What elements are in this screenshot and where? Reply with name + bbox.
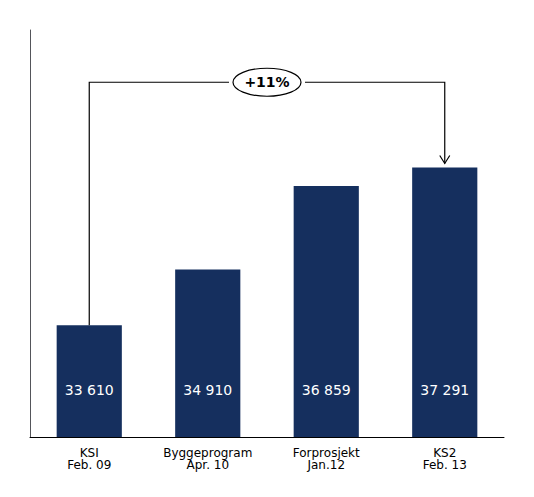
svg-text:Feb. 13: Feb. 13 <box>423 458 467 472</box>
svg-text:Forprosjekt: Forprosjekt <box>292 446 360 460</box>
svg-text:34 910: 34 910 <box>183 382 232 398</box>
svg-text:Jan.12: Jan.12 <box>306 458 345 472</box>
svg-text:36 859: 36 859 <box>302 382 351 398</box>
svg-text:37 291: 37 291 <box>420 382 469 398</box>
svg-text:KS2: KS2 <box>433 446 457 460</box>
svg-text:+11%: +11% <box>244 74 289 90</box>
svg-text:Byggeprogram: Byggeprogram <box>163 446 253 460</box>
svg-text:33 610: 33 610 <box>65 382 114 398</box>
svg-text:KSI: KSI <box>79 446 99 460</box>
svg-text:Apr. 10: Apr. 10 <box>186 458 229 472</box>
svg-text:Feb. 09: Feb. 09 <box>67 458 111 472</box>
